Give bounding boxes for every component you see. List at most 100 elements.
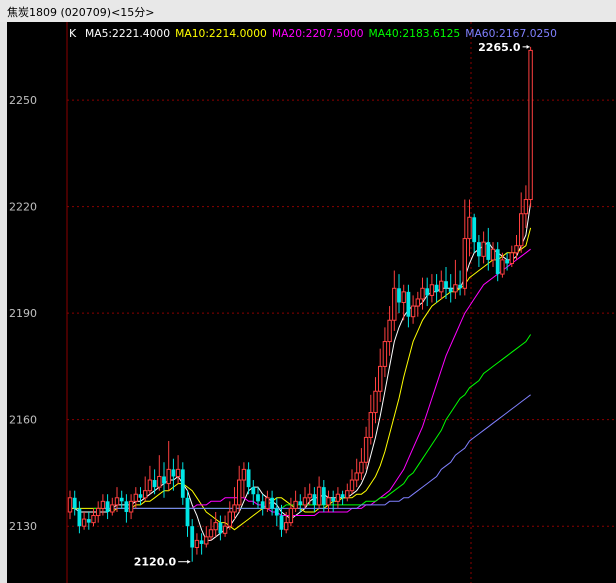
left-panel-strip xyxy=(0,22,7,583)
price-axis: 2130 2160 2190 2220 2250 xyxy=(9,94,37,533)
candle-body-down xyxy=(434,284,439,292)
candle-body-down xyxy=(119,497,124,502)
candle-body-down xyxy=(458,284,462,289)
candle-body-down xyxy=(260,501,265,509)
ma60-line xyxy=(102,394,531,509)
candle-body-down xyxy=(444,281,448,289)
candle-body-down xyxy=(495,249,500,275)
legend-item-ma10: MA10:2214.0000 xyxy=(175,27,267,40)
candle-body-down xyxy=(72,497,77,509)
candle-body-up xyxy=(194,539,200,548)
candlestick-chart[interactable]: 2130 2160 2190 2220 2250 2265.0 2120.0 K MA5:2… xyxy=(7,22,616,583)
legend-item-ma5: MA5:2221.4000 xyxy=(85,27,170,40)
candle-body-up xyxy=(368,412,374,438)
candle-body-down xyxy=(171,469,176,477)
candle-body-down xyxy=(180,469,185,498)
candle-body-up xyxy=(378,365,383,392)
title-bar: 焦炭1809 (020709)<15分> xyxy=(0,0,616,22)
candle-body-down xyxy=(448,288,453,292)
candle-body-up xyxy=(481,241,486,257)
candle-body-up xyxy=(147,479,153,492)
candle-body-up xyxy=(467,216,472,240)
candle-body-up xyxy=(349,479,355,492)
candle-body-up xyxy=(293,500,298,509)
candle-body-down xyxy=(190,526,195,548)
y-tick-label: 2190 xyxy=(9,307,37,320)
y-tick-label: 2160 xyxy=(9,414,37,427)
candle-body-up xyxy=(241,468,247,481)
candle-body-down xyxy=(331,497,336,502)
candle-body-down xyxy=(321,487,326,505)
candle-body-up xyxy=(387,319,392,343)
high-price-label: 2265.0 xyxy=(478,41,521,54)
ma10-line xyxy=(70,227,532,531)
candle-body-up xyxy=(462,238,468,289)
candle-body-up xyxy=(81,518,87,527)
candle-body-up xyxy=(354,472,359,481)
candle-body-up xyxy=(166,468,171,485)
legend-k-label: K xyxy=(69,27,77,40)
candle-body-up xyxy=(514,245,519,254)
candle-body-down xyxy=(251,487,256,495)
candle-body-down xyxy=(270,497,274,509)
candle-body-down xyxy=(312,494,317,505)
candle-body-up xyxy=(67,497,73,513)
candle-body-down xyxy=(425,288,430,296)
moving-average-lines xyxy=(70,203,532,541)
candle-body-down xyxy=(199,540,204,544)
candle-body-up xyxy=(392,287,397,321)
price-grid xyxy=(66,22,616,583)
candle-body-up xyxy=(175,468,181,477)
candle-body-down xyxy=(477,242,481,257)
price-annotations: 2265.0 2120.0 xyxy=(134,41,530,569)
candle-body-up xyxy=(208,529,214,538)
candle-body-down xyxy=(486,242,491,260)
candle-body-down xyxy=(218,522,223,534)
candle-body-up xyxy=(509,252,515,264)
candle-body-up xyxy=(114,497,120,506)
chart-title: 焦炭1809 (020709)<15分> xyxy=(7,6,155,19)
candle-body-up xyxy=(143,490,148,499)
candle-body-up xyxy=(284,522,289,531)
ma-legend: K MA5:2221.4000 MA10:2214.0000 MA20:2207.50… xyxy=(69,27,557,40)
candle-body-down xyxy=(406,291,411,317)
candle-body-up xyxy=(307,493,312,499)
candle-body-up xyxy=(420,287,425,300)
candle-body-up xyxy=(213,522,218,531)
candle-body-up xyxy=(128,500,134,513)
candle-body-up xyxy=(363,436,369,463)
candle-body-up xyxy=(429,284,435,296)
candle-body-up xyxy=(519,213,524,247)
candle-body-down xyxy=(298,501,303,505)
candle-body-up xyxy=(326,497,331,506)
candle-body-down xyxy=(124,501,129,512)
legend-item-ma60: MA60:2167.0250 xyxy=(465,27,557,40)
candle-body-down xyxy=(505,259,509,264)
candle-body-down xyxy=(152,480,157,488)
candle-body-up xyxy=(96,507,101,517)
candle-body-down xyxy=(86,519,91,523)
candle-body-up xyxy=(410,305,416,318)
candle-body-up xyxy=(439,280,444,293)
low-price-label: 2120.0 xyxy=(134,556,177,569)
candle-body-down xyxy=(472,217,477,243)
candle-body-up xyxy=(227,511,233,527)
candle-body-up xyxy=(100,500,106,509)
y-tick-label: 2250 xyxy=(9,94,37,107)
legend-item-ma40: MA40:2183.6125 xyxy=(369,27,461,40)
candle-body-down xyxy=(77,508,82,527)
candle-body-up xyxy=(382,341,388,367)
candle-body-up xyxy=(133,493,138,502)
candle-body-down xyxy=(274,508,279,516)
candle-body-up xyxy=(359,461,364,474)
candle-body-down xyxy=(246,469,251,488)
candle-body-up xyxy=(345,490,350,499)
candle-body-up xyxy=(500,259,505,275)
high-marker-arrow xyxy=(526,44,530,49)
candle-body-up xyxy=(237,479,242,506)
candle-body-up xyxy=(335,493,341,502)
legend-item-ma20: MA20:2207.5000 xyxy=(272,27,364,40)
candles xyxy=(67,46,533,562)
candle-body-up xyxy=(523,199,529,215)
candle-body-down xyxy=(256,494,260,502)
